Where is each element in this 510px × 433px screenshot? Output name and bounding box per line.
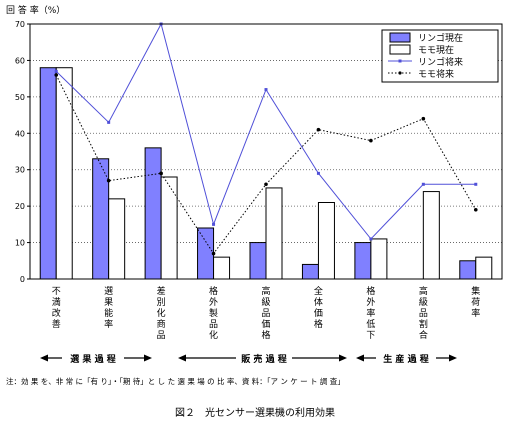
point-peach-future-2 bbox=[159, 171, 163, 176]
y-tick-label-10: 10 bbox=[15, 239, 25, 248]
bar-peach-now-1 bbox=[108, 198, 126, 280]
category-label-1: 選果能率 bbox=[104, 286, 113, 330]
y-tick-label-20: 20 bbox=[15, 202, 25, 211]
bar-peach-now-7 bbox=[422, 191, 440, 280]
bar-peach-now-0 bbox=[55, 67, 73, 280]
category-label-6: 格外率低下 bbox=[366, 285, 375, 341]
plot-area-border bbox=[29, 23, 503, 280]
group-arrow-production-left-head bbox=[356, 354, 364, 362]
legend-swatch-peach-now bbox=[389, 44, 411, 55]
category-label-8: 集荷率 bbox=[471, 285, 480, 319]
point-apple-future-8 bbox=[474, 182, 478, 186]
y-tick-label-0: 0 bbox=[20, 275, 25, 284]
series-lines bbox=[54, 22, 478, 256]
point-peach-future-1 bbox=[106, 178, 111, 183]
category-label-3: 格外製品化 bbox=[209, 285, 218, 341]
group-label-selection: 選 果 過 程 bbox=[70, 353, 115, 365]
point-peach-future-5 bbox=[316, 127, 321, 132]
bar-peach-now-6 bbox=[370, 238, 388, 280]
group-arrow-selection-right-head bbox=[144, 354, 152, 362]
bar-apple-now-2 bbox=[144, 147, 162, 280]
group-sales: 販 売 過 程 bbox=[178, 351, 347, 365]
group-selection: 選 果 過 程 bbox=[40, 351, 152, 365]
bar-peach-now-3 bbox=[213, 256, 231, 280]
category-label-0: 不満改善 bbox=[52, 286, 61, 330]
group-production: 生 産 過 程 bbox=[356, 351, 457, 365]
category-label-2: 差別化商品 bbox=[157, 285, 166, 341]
bar-apple-now-4 bbox=[249, 242, 267, 280]
bar-apple-now-5 bbox=[301, 263, 319, 280]
category-label-5: 全体価格 bbox=[314, 285, 323, 330]
point-apple-future-1 bbox=[107, 120, 111, 124]
point-peach-future-3 bbox=[211, 251, 216, 256]
legend-swatch-apple-now bbox=[389, 32, 411, 43]
legend-marker-peach-future bbox=[398, 71, 402, 75]
bar-peach-now-2 bbox=[160, 176, 178, 280]
legend-label-apple-future: リンゴ将来 bbox=[418, 56, 463, 68]
legend-marker-apple-future bbox=[398, 59, 402, 63]
group-label-production-bg bbox=[376, 351, 436, 365]
figure-caption: 図２ 光センサー選果機の利用効果 bbox=[175, 406, 335, 419]
point-peach-future-7 bbox=[421, 116, 426, 121]
legend: リンゴ現在 モモ現在 リンゴ将来 モモ将来 bbox=[381, 29, 499, 83]
point-apple-future-0 bbox=[54, 69, 58, 73]
y-tick-label-50: 50 bbox=[15, 93, 25, 102]
bar-apple-now-3 bbox=[197, 227, 215, 280]
group-label-sales: 販 売 過 程 bbox=[241, 353, 286, 365]
category-label-4: 高級品価格 bbox=[261, 285, 270, 341]
y-tick-label-60: 60 bbox=[15, 56, 25, 65]
y-tick-label-40: 40 bbox=[15, 129, 25, 138]
point-apple-future-7 bbox=[421, 182, 425, 186]
legend-label-peach-now: モモ現在 bbox=[418, 44, 454, 56]
bar-peach-now-5 bbox=[317, 202, 335, 280]
bars bbox=[39, 67, 493, 280]
point-peach-future-8 bbox=[473, 207, 478, 212]
point-peach-future-6 bbox=[369, 138, 373, 143]
footnote: 注：効 果 を、非 常 に「有 り」・「期 待」と し た 選 果 場 の 比 … bbox=[6, 376, 345, 386]
legend-label-apple-now: リンゴ現在 bbox=[418, 32, 463, 44]
group-arrow-sales-right-head bbox=[339, 354, 347, 362]
y-tick-label-30: 30 bbox=[15, 166, 25, 175]
bar-peach-now-4 bbox=[265, 187, 283, 280]
y-axis-label: 回 答 率（%） bbox=[6, 4, 65, 16]
group-label-sales-bg bbox=[236, 351, 292, 365]
bar-apple-now-0 bbox=[39, 67, 57, 280]
point-apple-future-6 bbox=[369, 237, 373, 241]
y-tick-label-70: 70 bbox=[15, 20, 25, 29]
bar-peach-now-8 bbox=[475, 256, 493, 280]
bar-apple-now-8 bbox=[459, 260, 477, 280]
category-labels: 不満改善 選果能率 差別化商品 格外製品化 高級品価格 全体価格 格外率低下 高級品割合 集荷率 bbox=[52, 285, 481, 341]
group-label-production: 生 産 過 程 bbox=[383, 353, 428, 365]
category-label-7: 高級品割合 bbox=[419, 285, 428, 341]
point-peach-future-0 bbox=[54, 73, 59, 77]
point-apple-future-3 bbox=[212, 222, 216, 226]
group-label-selection-bg bbox=[62, 351, 124, 365]
group-arrow-production-right-head bbox=[449, 354, 457, 362]
group-arrow-selection-left-head bbox=[40, 354, 48, 362]
group-arrow-sales-left-head bbox=[178, 354, 186, 362]
legend-label-peach-future: モモ将来 bbox=[418, 69, 454, 80]
point-apple-future-4 bbox=[264, 88, 268, 92]
point-peach-future-4 bbox=[264, 182, 268, 187]
y-tick-labels: 0 10 20 30 40 50 60 70 bbox=[15, 20, 30, 284]
bar-apple-now-6 bbox=[354, 242, 372, 280]
point-apple-future-5 bbox=[316, 171, 320, 175]
